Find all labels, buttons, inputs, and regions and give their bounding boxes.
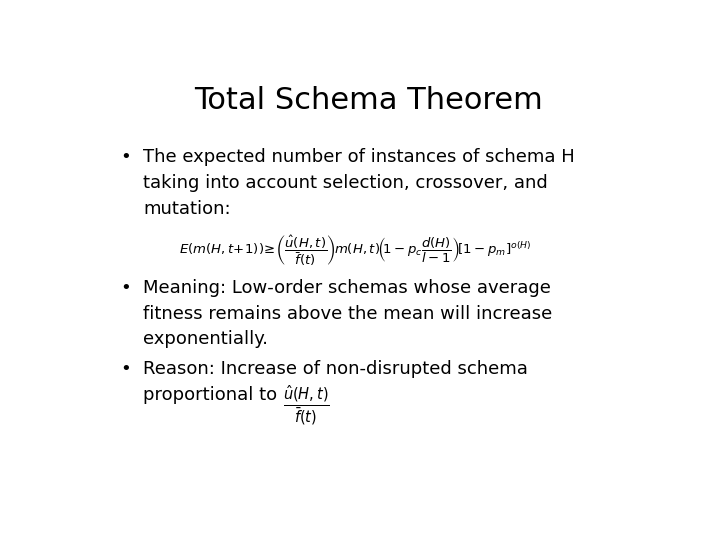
- Text: $E\left(m(H,t\!+\!1)\right)\!\geq\!\left(\dfrac{\hat{u}(H,t)}{\bar{f}(t)}\right): $E\left(m(H,t\!+\!1)\right)\!\geq\!\left…: [179, 233, 532, 268]
- Text: •: •: [121, 148, 132, 166]
- Text: $\dfrac{\hat{u}(H,t)}{\bar{f}(t)}$: $\dfrac{\hat{u}(H,t)}{\bar{f}(t)}$: [282, 384, 330, 427]
- Text: taking into account selection, crossover, and: taking into account selection, crossover…: [143, 174, 548, 192]
- Text: Meaning: Low-order schemas whose average: Meaning: Low-order schemas whose average: [143, 279, 551, 297]
- Text: fitness remains above the mean will increase: fitness remains above the mean will incr…: [143, 305, 552, 323]
- Text: The expected number of instances of schema H: The expected number of instances of sche…: [143, 148, 575, 166]
- Text: Reason: Increase of non-disrupted schema: Reason: Increase of non-disrupted schema: [143, 360, 528, 378]
- Text: •: •: [121, 279, 132, 297]
- Text: •: •: [121, 360, 132, 378]
- Text: mutation:: mutation:: [143, 199, 230, 218]
- Text: exponentially.: exponentially.: [143, 330, 268, 348]
- Text: Total Schema Theorem: Total Schema Theorem: [194, 85, 544, 114]
- Text: proportional to: proportional to: [143, 386, 277, 404]
